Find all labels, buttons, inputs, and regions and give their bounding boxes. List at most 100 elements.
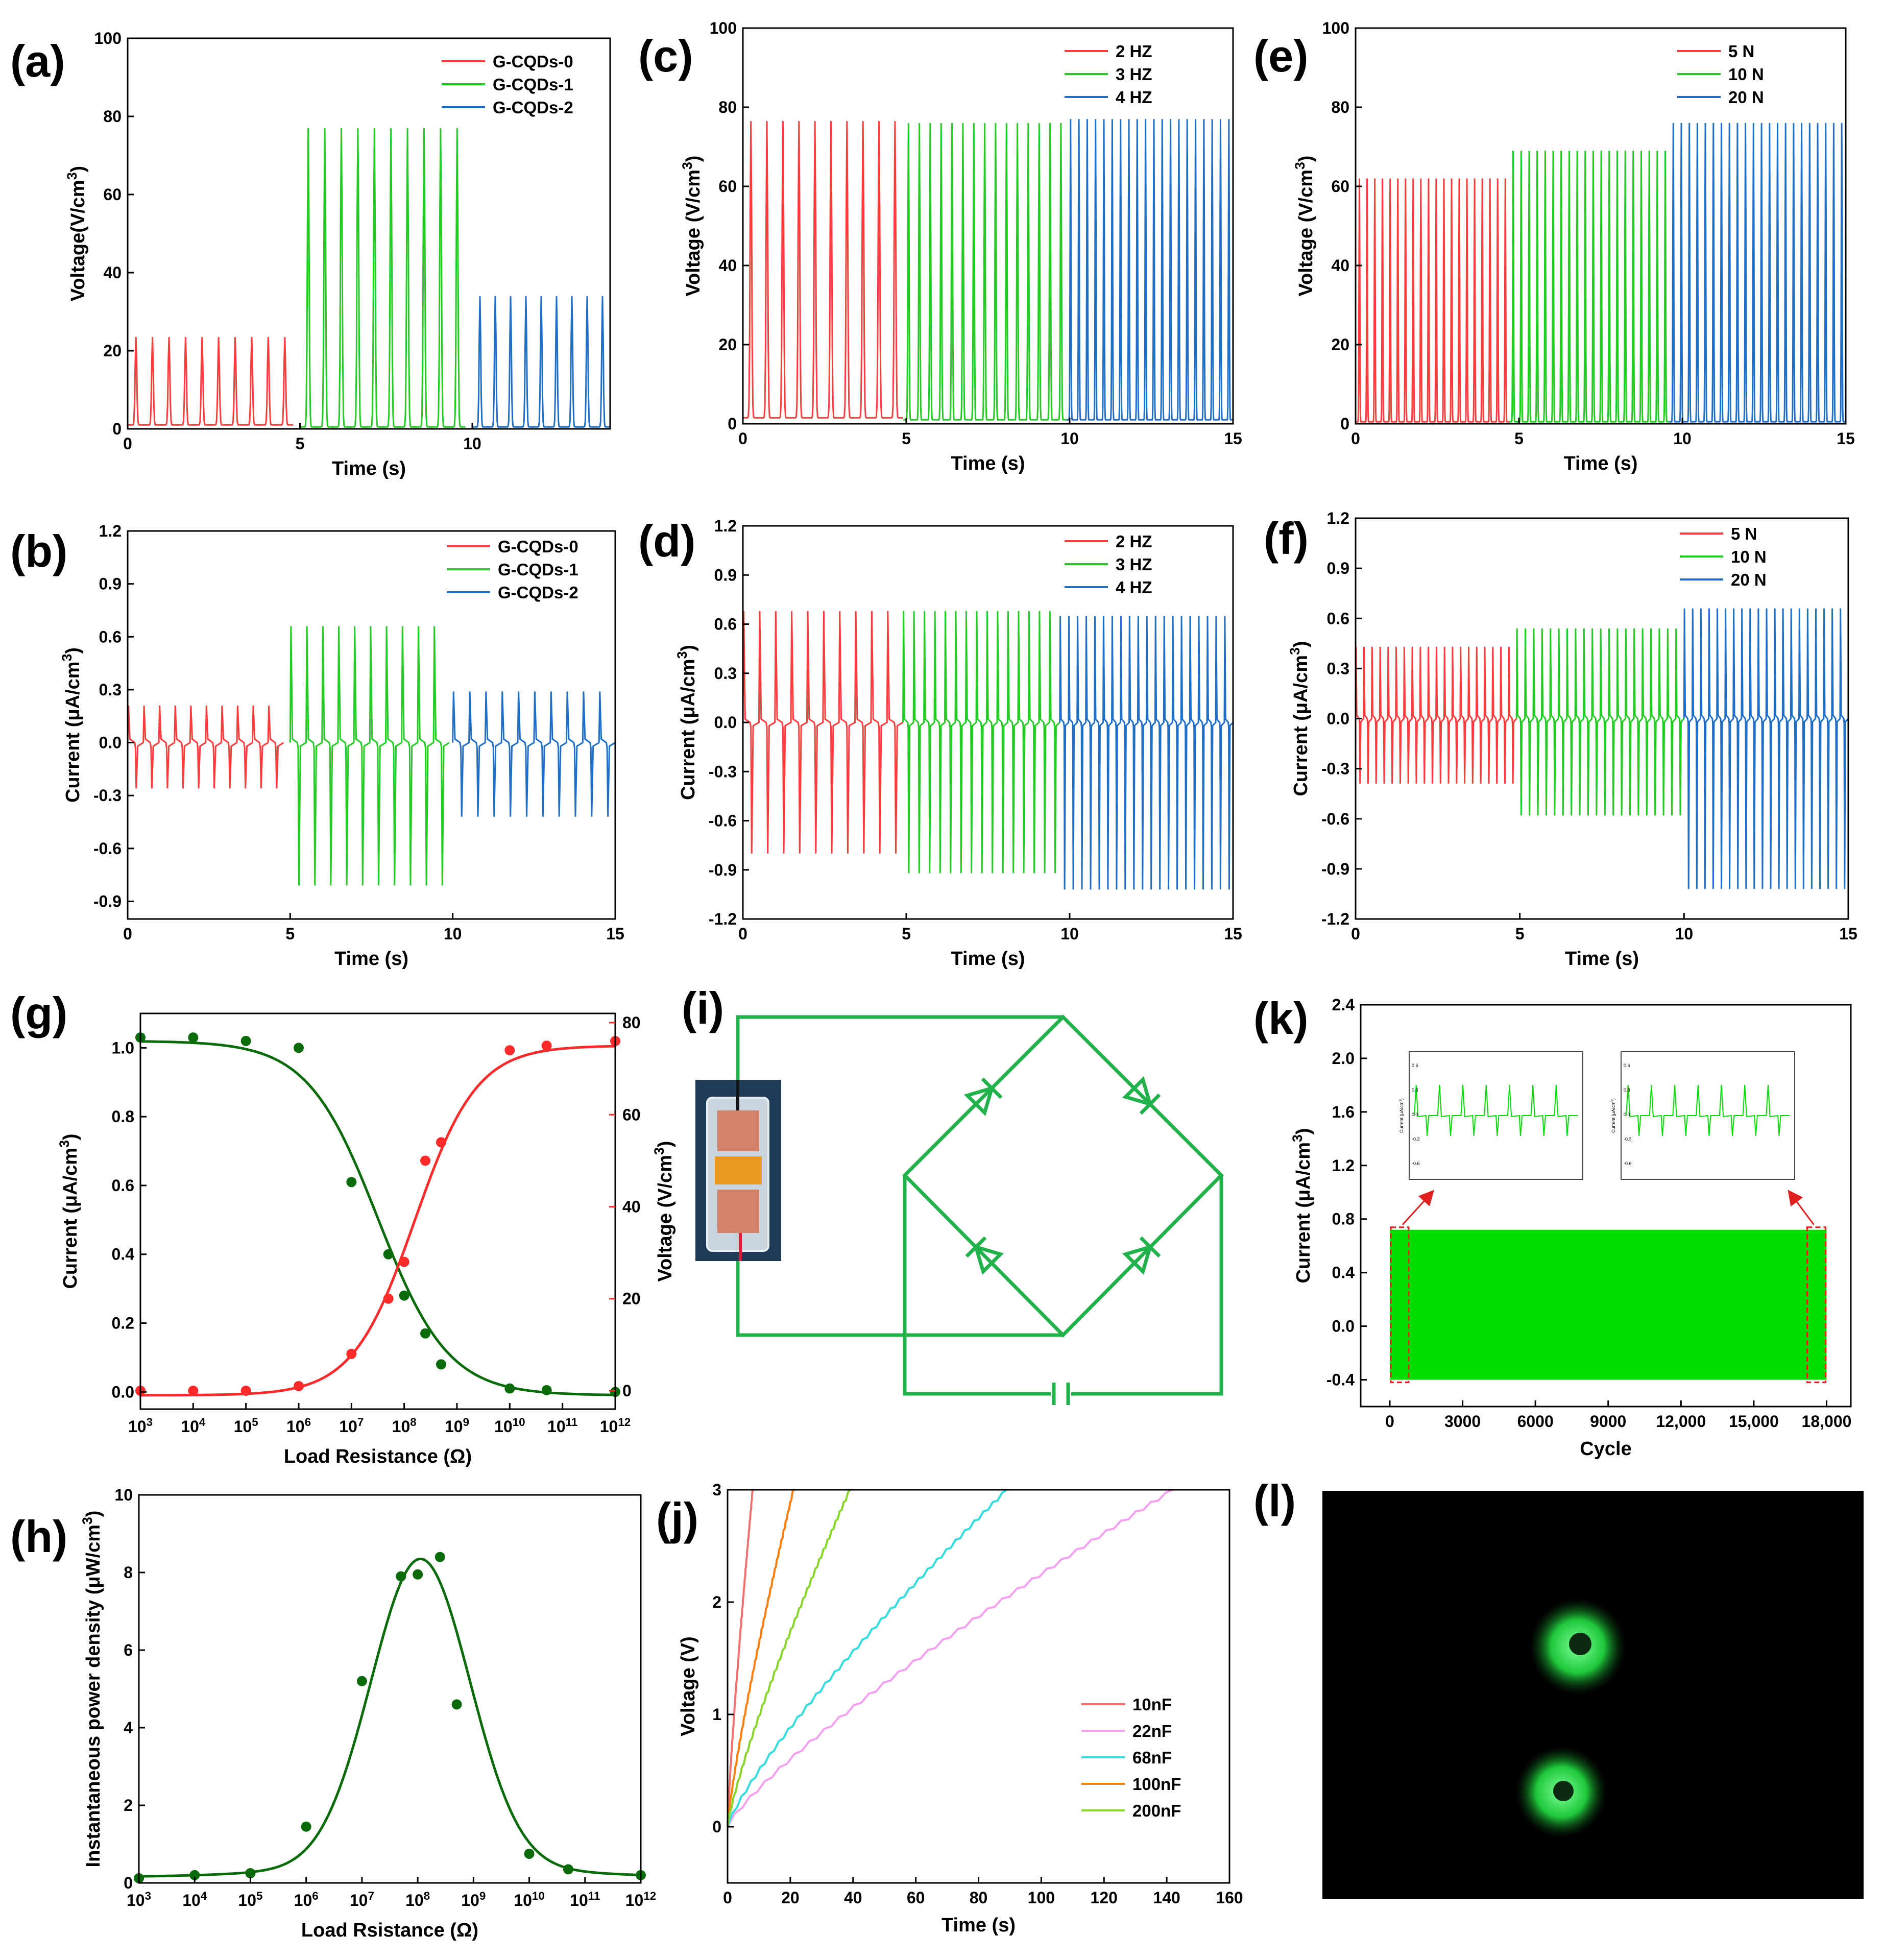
g-current-point bbox=[346, 1177, 357, 1188]
d-x-axis-title: Time (s) bbox=[951, 948, 1025, 970]
h-x-tick-label: 107 bbox=[350, 1890, 374, 1910]
d-y-tick-label: 0.6 bbox=[714, 615, 737, 634]
g-x-tick-label: 1012 bbox=[600, 1416, 631, 1436]
c-series-line bbox=[903, 123, 1067, 421]
k-inset-right-y-axis-title-text: Current (μA/cm bbox=[1611, 1102, 1616, 1133]
c-x-tick-label: 0 bbox=[738, 429, 747, 448]
k-inset-right-y-tick-label: 0.3 bbox=[1624, 1087, 1630, 1093]
g-voltage-point bbox=[399, 1256, 409, 1267]
panel-label-g: (g) bbox=[10, 988, 67, 1038]
g-x-tick-label: 104 bbox=[181, 1416, 206, 1436]
g-voltage-fit-line bbox=[140, 1045, 616, 1397]
h-x-tick-base: 10 bbox=[405, 1891, 424, 1909]
h-x-tick-base: 10 bbox=[625, 1891, 644, 1909]
k-y-axis-title-text: Current (μA/cm bbox=[1293, 1142, 1314, 1284]
h-y-tick-label: 0 bbox=[124, 1874, 133, 1892]
f-y-tick-label: -0.3 bbox=[1321, 760, 1349, 778]
c-legend-label: 2 HZ bbox=[1116, 42, 1152, 61]
j-x-tick-label: 100 bbox=[1028, 1889, 1055, 1907]
a-x-axis-title: Time (s) bbox=[332, 458, 406, 479]
h-x-tick-exponent: 7 bbox=[368, 1890, 374, 1902]
g-y-tick-label: 0.2 bbox=[112, 1314, 134, 1333]
e-y-axis-title: Voltage (V/cm3) bbox=[1292, 156, 1317, 297]
c-series-line bbox=[1066, 119, 1233, 421]
e-legend-label: 10 N bbox=[1728, 65, 1764, 84]
g-y-left-axis-title-text-end: ) bbox=[60, 1133, 81, 1140]
j-frame bbox=[727, 1489, 1230, 1884]
f-x-axis-title: Time (s) bbox=[1565, 948, 1639, 970]
h-x-tick-label: 105 bbox=[238, 1890, 262, 1910]
c-y-tick-label: 80 bbox=[718, 98, 737, 116]
diode-icon bbox=[1122, 1236, 1161, 1275]
b-y-axis-title: Current (μA/cm3) bbox=[59, 647, 84, 803]
f-y-tick-label: -0.6 bbox=[1321, 810, 1349, 828]
h-x-tick-exponent: 5 bbox=[256, 1890, 262, 1902]
k-zoom-box-end bbox=[1806, 1226, 1826, 1384]
panel-label-d: (d) bbox=[638, 516, 695, 566]
chart-b: 0 5 10 15 -0.9 -0.6 -0.3 0.0 0.3 0.6 0.9 1.2 Time (s… bbox=[59, 522, 624, 970]
k-inset-left: 0.6 0.3 0.0 -0.3 -0.6 Current (μA/cm3) bbox=[1399, 1051, 1583, 1180]
d-x-tick-label: 10 bbox=[1060, 925, 1079, 943]
k-y-axis-title: Current (μA/cm3) bbox=[1290, 1128, 1314, 1283]
j-y-tick-label: 1 bbox=[712, 1705, 721, 1724]
b-series-line bbox=[289, 626, 450, 886]
h-x-tick-exponent: 10 bbox=[532, 1890, 545, 1902]
h-x-tick-base: 10 bbox=[238, 1891, 256, 1909]
g-x-tick-base: 10 bbox=[392, 1417, 411, 1436]
g-y-left-axis-title-superscript: 3 bbox=[57, 1140, 72, 1148]
g-current-point bbox=[504, 1383, 515, 1394]
a-y-tick-label: 20 bbox=[103, 342, 122, 360]
h-y-tick-label: 10 bbox=[114, 1486, 133, 1504]
b-x-tick-label: 10 bbox=[444, 925, 462, 943]
e-y-tick-label: 80 bbox=[1331, 98, 1349, 116]
h-x-tick-exponent: 3 bbox=[145, 1890, 151, 1902]
h-x-tick-label: 1012 bbox=[625, 1890, 657, 1910]
k-cycle-band bbox=[1390, 1229, 1827, 1380]
k-x-tick-label: 12,000 bbox=[1656, 1412, 1706, 1431]
e-x-tick-label: 5 bbox=[1514, 429, 1524, 448]
g-x-tick-base: 10 bbox=[286, 1417, 305, 1436]
k-inset-left-y-tick-label: 0.0 bbox=[1412, 1112, 1418, 1117]
b-y-axis-title-text-end: ) bbox=[62, 647, 84, 654]
k-x-tick-label: 18,000 bbox=[1802, 1412, 1852, 1431]
g-x-tick-base: 10 bbox=[445, 1417, 463, 1436]
j-series-line bbox=[727, 1489, 1174, 1827]
g-voltage-point bbox=[383, 1293, 394, 1304]
k-inset-left-y-axis-title-text-end: ) bbox=[1399, 1098, 1404, 1100]
d-series-line bbox=[1059, 616, 1234, 890]
h-x-axis-title: Load Rsistance (Ω) bbox=[301, 1920, 478, 1941]
d-legend-label: 4 HZ bbox=[1116, 578, 1152, 597]
h-data-point bbox=[434, 1552, 445, 1562]
k-x-tick-label: 15,000 bbox=[1729, 1412, 1779, 1431]
g-x-tick-base: 10 bbox=[494, 1417, 513, 1436]
g-y-tick-label: 60 bbox=[622, 1105, 641, 1124]
a-x-tick-label: 10 bbox=[463, 434, 481, 453]
j-x-tick-label: 120 bbox=[1091, 1889, 1118, 1907]
e-x-tick-label: 15 bbox=[1837, 429, 1855, 448]
a-x-tick-label: 5 bbox=[296, 434, 305, 453]
a-x-tick-label: 0 bbox=[123, 434, 132, 453]
d-x-tick-label: 0 bbox=[738, 925, 747, 943]
a-y-tick-label: 80 bbox=[103, 107, 122, 126]
k-inset-left-y-tick-label: -0.6 bbox=[1412, 1161, 1420, 1166]
f-y-axis-title-superscript: 3 bbox=[1287, 647, 1302, 655]
k-inset-right-y-tick-label: 0.6 bbox=[1624, 1063, 1630, 1068]
a-legend-label: G-CQDs-2 bbox=[493, 98, 573, 117]
a-y-axis-title-text: Voltage(V/cm bbox=[67, 180, 89, 301]
chart-j: 0 20 40 60 80 100 120 140 160 0 1 2 3 Time (s) Voltage… bbox=[678, 1481, 1243, 1936]
k-inset-right-y-tick-label: -0.6 bbox=[1624, 1161, 1632, 1166]
h-data-point bbox=[396, 1571, 406, 1582]
d-series-line bbox=[742, 611, 904, 854]
d-y-tick-label: -0.9 bbox=[709, 861, 737, 879]
j-y-tick-label: 0 bbox=[712, 1818, 721, 1836]
g-y-right-axis-title-text-end: ) bbox=[655, 1141, 676, 1148]
e-series-line bbox=[1669, 123, 1846, 423]
j-x-tick-label: 160 bbox=[1216, 1889, 1243, 1907]
d-y-axis-title-text: Current (μA/cm bbox=[678, 659, 699, 800]
k-y-tick-label: 2.4 bbox=[1332, 996, 1355, 1014]
f-y-tick-label: 0.0 bbox=[1327, 710, 1349, 728]
h-x-tick-base: 10 bbox=[127, 1891, 145, 1909]
d-y-axis-title-superscript: 3 bbox=[674, 651, 690, 659]
e-series-line bbox=[1356, 178, 1509, 423]
k-inset-right: 0.6 0.3 0.0 -0.3 -0.6 Current (μA/cm3) bbox=[1611, 1051, 1795, 1180]
